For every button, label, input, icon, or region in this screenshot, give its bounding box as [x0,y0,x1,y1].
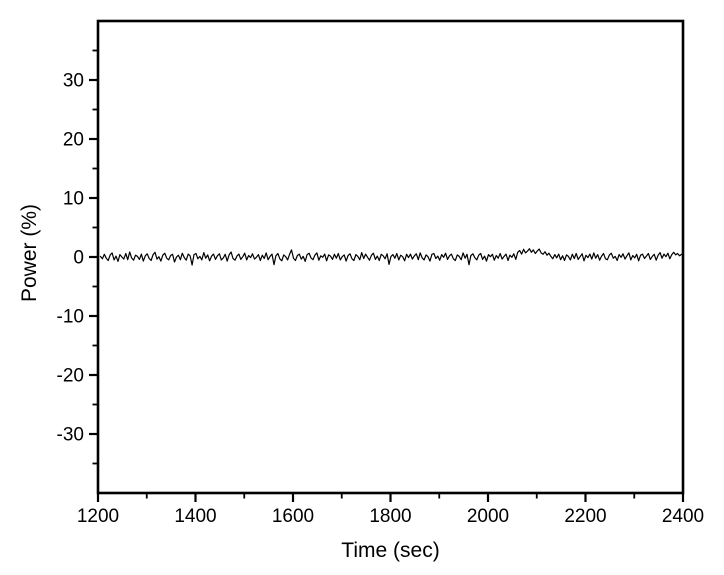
x-tick-label: 2200 [564,506,606,527]
y-tick-label: -20 [57,366,84,387]
x-tick-label: 1200 [77,506,119,527]
y-axis-title: Power (%) [18,204,41,302]
x-axis-tick-labels: 1200 1400 1600 1800 2000 2200 2400 [77,506,704,527]
x-tick-label: 1800 [369,506,411,527]
y-tick-label: 20 [63,130,84,151]
y-axis-major-ticks [89,78,97,436]
y-tick-label: 0 [73,248,84,269]
x-tick-label: 1400 [174,506,216,527]
y-axis-minor-ticks [92,49,97,465]
x-tick-label: 1600 [272,506,314,527]
y-tick-label: 10 [63,189,84,210]
y-tick-label: -30 [57,425,84,446]
x-axis-minor-ticks [145,494,636,499]
y-axis-tick-labels: -30 -20 -10 0 10 20 30 [57,71,84,446]
x-axis-major-ticks [96,494,685,502]
data-series-line [99,248,683,266]
y-tick-label: 30 [63,71,84,92]
x-tick-label: 2000 [467,506,509,527]
x-tick-label: 2400 [662,506,704,527]
y-tick-label: -10 [57,307,84,328]
plot-frame [96,19,685,495]
x-axis-title: Time (sec) [341,539,439,562]
